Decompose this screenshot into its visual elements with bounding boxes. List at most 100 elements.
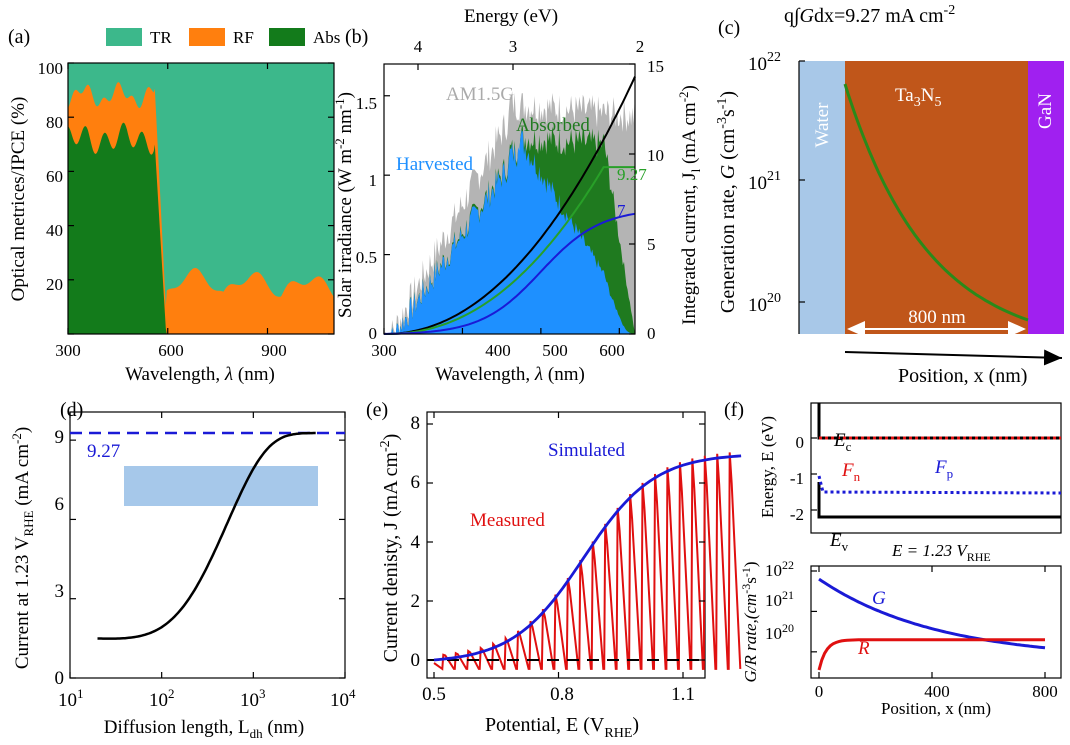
ytick-a-80: 80	[46, 113, 63, 132]
label-Fn: Fn	[841, 460, 861, 484]
ytick-b-15: 1.5	[356, 94, 377, 113]
fermi-p-line	[817, 475, 1062, 495]
plot-frame-d	[69, 411, 346, 679]
xtick-a-300: 300	[55, 341, 81, 360]
label-Fp: Fp	[934, 457, 953, 481]
panel-c-label: (c)	[718, 17, 740, 39]
abs-area	[68, 122, 334, 334]
xtick-d-3: 103	[240, 686, 266, 711]
integrated-absorbed-line	[384, 166, 635, 335]
xlabel-d: Diffusion length, Ldh (nm)	[104, 717, 305, 741]
panel-b: (b) Energy (eV) 4 3 2 AM1.5G Absorbed Ha…	[332, 6, 703, 385]
xlabel-a: Wavelength, λ (nm)	[125, 364, 275, 385]
ytick-c-21: 1021	[748, 169, 781, 194]
ytick-f-2: -2	[790, 505, 804, 524]
xtick-a-600: 600	[158, 341, 184, 360]
label-measured: Measured	[470, 510, 545, 531]
panel-f: (f) Ec Fn Fp Ev E = 1.23 VRHE 0 -1 -2 En…	[724, 399, 1062, 718]
ylabel-b-left: Solar irradiance (W m-2 nm-1)	[332, 92, 356, 318]
ylabel-b-right: Integrated current, Jl (mA cm-2)	[676, 85, 703, 325]
xtick-b-300: 300	[371, 341, 397, 360]
valence-band	[817, 482, 1061, 519]
ytick-a-100: 100	[38, 59, 64, 78]
xtick-a-900: 900	[261, 341, 287, 360]
label-absorbed: Absorbed	[516, 115, 590, 136]
plot-frame-f-bottom	[810, 565, 1062, 679]
value-7-b: 7	[617, 201, 626, 220]
panel-b-label: (b)	[345, 26, 368, 48]
generation-curve	[843, 83, 1029, 322]
panel-e-label: (e)	[366, 399, 388, 421]
xtick-d-4: 104	[330, 686, 356, 711]
ytick-b-r10: 10	[647, 146, 664, 165]
top-tick-b-4: 4	[414, 37, 423, 56]
ytick-f-b22: 1022	[765, 558, 794, 580]
xtick-e-11: 1.1	[671, 684, 695, 705]
label-simulated: Simulated	[548, 440, 626, 461]
ytick-c-20: 1020	[748, 291, 781, 316]
xtick-f-800: 800	[1032, 682, 1058, 701]
simulated-curve	[433, 454, 742, 662]
legend-swatch-rf	[189, 28, 225, 46]
axis-ticks-b	[383, 63, 635, 335]
xtick-f-400: 400	[924, 682, 950, 701]
ytick-a-40: 40	[46, 221, 63, 240]
ytick-e-6: 6	[411, 472, 421, 493]
top-tick-b-3: 3	[509, 37, 518, 56]
ytick-b-r5: 5	[647, 235, 656, 254]
recombination-rate-curve	[817, 638, 1045, 671]
ytick-c-22: 1022	[748, 50, 781, 75]
ylabel-c: Generation rate, G (cm-3s-1)	[715, 91, 739, 313]
ytick-a-20: 20	[46, 275, 63, 294]
legend-swatch-abs	[269, 28, 305, 46]
axis-ticks-e	[427, 412, 705, 678]
plot-frame-f-top	[810, 402, 1062, 534]
ytick-d-9: 9	[55, 427, 65, 448]
label-Ev: Ev	[829, 530, 849, 554]
label-harvested: Harvested	[396, 154, 474, 175]
ytick-e-4: 4	[411, 532, 421, 553]
label-E-applied: E = 1.23 VRHE	[891, 541, 991, 564]
axis-ticks-a	[67, 62, 334, 335]
panel-d-label: (d)	[60, 399, 83, 421]
ytick-a-60: 60	[46, 167, 63, 186]
position-arrow	[844, 349, 1063, 366]
ytick-d-3: 3	[55, 581, 65, 602]
panel-a-label: (a)	[8, 26, 30, 48]
label-G: G	[872, 588, 886, 609]
generation-rate-curve	[818, 577, 1046, 650]
label-ta3n5: Ta3N5	[895, 85, 941, 110]
label-R: R	[857, 638, 870, 659]
axis-ticks-d	[69, 412, 346, 679]
ytick-f-b21: 1021	[765, 588, 794, 610]
ytick-b-1: 1	[369, 171, 378, 190]
harvested-area	[384, 130, 635, 334]
ylabel-a: Optical metrices/IPCE (%)	[8, 97, 29, 302]
region-ta3n5	[845, 61, 1028, 334]
xlabel-b: Wavelength, λ (nm)	[435, 364, 585, 385]
panel-d: (d) 9.27 0 3 6 9 101 102 103 104 Diffusi…	[9, 399, 356, 741]
xtick-e-08: 0.8	[550, 684, 574, 705]
label-gan: GaN	[1035, 93, 1056, 129]
legend-tr: TR	[150, 28, 172, 47]
ytick-b-0: 0	[369, 324, 378, 343]
xtick-d-1: 101	[58, 686, 84, 711]
integrated-harvested-line	[383, 212, 636, 335]
panel-f-label: (f)	[724, 399, 744, 421]
legend-swatch-tr	[106, 28, 142, 46]
conduction-band	[817, 403, 1061, 440]
plot-frame-b	[383, 63, 636, 335]
label-927-d: 9.27	[87, 441, 120, 462]
panel-e: (e) Simulated Measured 0 2 4 6 8 0.5 0.8…	[366, 399, 742, 741]
value-927-b: 9.27	[617, 165, 647, 184]
xtick-e-05: 0.5	[422, 684, 446, 705]
title-c: q∫Gdx=9.27 mA cm-2	[784, 3, 955, 28]
ytick-f-0: 0	[796, 433, 805, 452]
panel-c: (c) q∫Gdx=9.27 mA cm-2 Water GaN Ta3N5 8…	[715, 3, 1064, 387]
label-Ec: Ec	[833, 430, 852, 454]
integrated-am-line	[384, 76, 636, 335]
ylabel-e: Current denisty, J (mA cm-2)	[378, 434, 402, 663]
xlabel-f: Position, x (nm)	[881, 699, 991, 718]
ytick-b-r0: 0	[647, 324, 656, 343]
